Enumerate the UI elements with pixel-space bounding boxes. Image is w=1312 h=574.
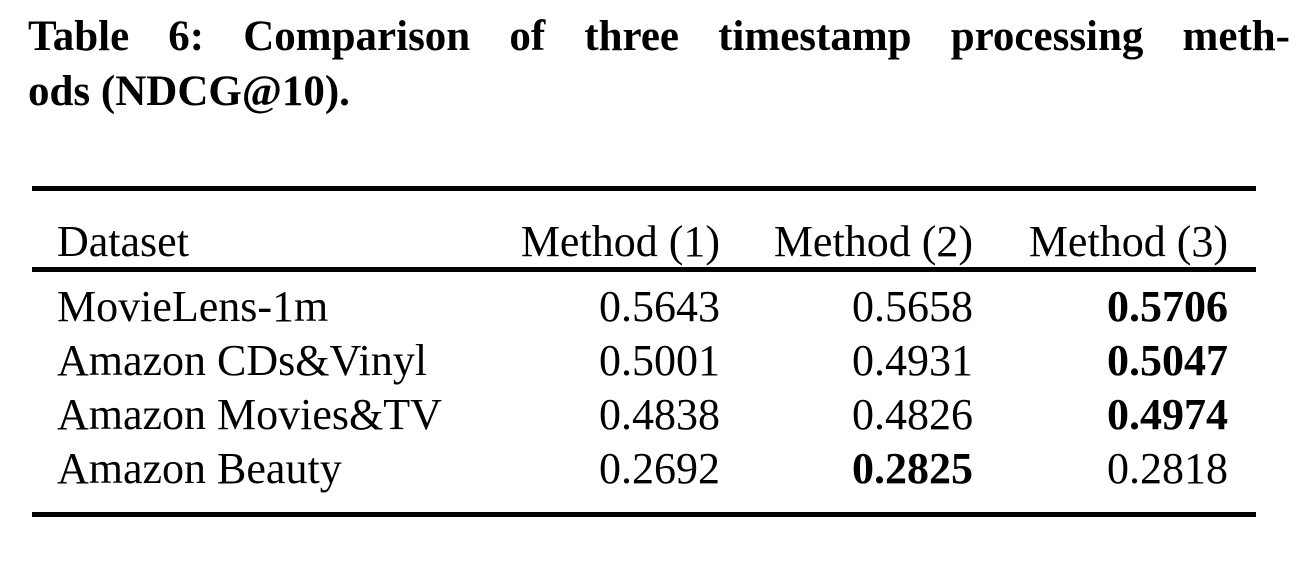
method-1-value: 0.5001: [599, 336, 720, 385]
table-row: Amazon Movies&TV 0.4838 0.4826 0.4974: [32, 388, 1256, 442]
table-row: MovieLens-1m 0.5643 0.5658 0.5706: [32, 270, 1256, 335]
method-2-value: 0.4826: [852, 390, 973, 439]
dataset-name: MovieLens-1m: [57, 282, 329, 331]
table-caption: Table 6: Comparison of three timestamp p…: [28, 9, 1290, 119]
dataset-name: Amazon CDs&Vinyl: [57, 336, 428, 385]
method-2-value: 0.5658: [852, 282, 973, 331]
col-header-method-2: Method (2): [748, 188, 1001, 272]
dataset-name: Amazon Movies&TV: [57, 390, 442, 439]
dataset-name: Amazon Beauty: [57, 444, 342, 493]
method-1-value: 0.4838: [599, 390, 720, 439]
method-2-value: 0.4931: [852, 336, 973, 385]
method-2-value: 0.2825: [852, 444, 973, 493]
table-row: Amazon CDs&Vinyl 0.5001 0.4931 0.5047: [32, 334, 1256, 388]
method-3-value: 0.5047: [1107, 336, 1228, 385]
results-table: Dataset Method (1) Method (2) Method (3)…: [32, 186, 1256, 517]
method-3-value: 0.5706: [1107, 282, 1228, 331]
header-row: Dataset Method (1) Method (2) Method (3): [32, 188, 1256, 272]
method-3-value: 0.4974: [1107, 390, 1228, 439]
caption-line-2: ods (NDCG@10).: [28, 68, 350, 115]
method-1-value: 0.2692: [599, 444, 720, 493]
col-header-method-3: Method (3): [1001, 188, 1256, 272]
method-3-value: 0.2818: [1107, 444, 1228, 493]
caption-line-1: Table 6: Comparison of three timestamp p…: [28, 13, 1290, 60]
method-1-value: 0.5643: [599, 282, 720, 331]
col-header-dataset: Dataset: [32, 188, 508, 272]
col-header-method-1: Method (1): [508, 188, 748, 272]
table-row: Amazon Beauty 0.2692 0.2825 0.2818: [32, 442, 1256, 515]
